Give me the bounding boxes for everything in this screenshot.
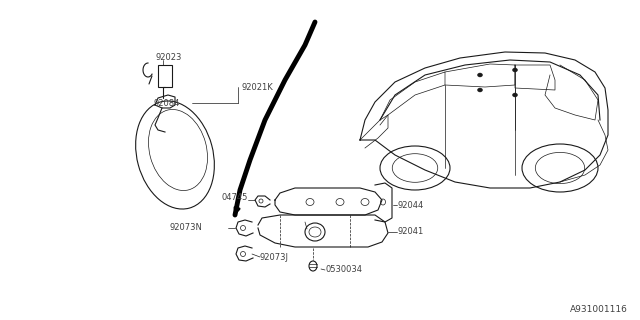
Ellipse shape bbox=[477, 73, 483, 77]
Text: 92044: 92044 bbox=[398, 201, 424, 210]
Text: 92041: 92041 bbox=[398, 228, 424, 236]
Text: 92023: 92023 bbox=[156, 52, 182, 61]
Text: A931001116: A931001116 bbox=[570, 305, 628, 314]
Text: 04745: 04745 bbox=[222, 194, 248, 203]
Text: 92073J: 92073J bbox=[260, 252, 289, 261]
Ellipse shape bbox=[513, 68, 518, 72]
Text: 92084: 92084 bbox=[154, 99, 180, 108]
Ellipse shape bbox=[477, 88, 483, 92]
Text: 92073N: 92073N bbox=[170, 223, 203, 233]
Ellipse shape bbox=[513, 93, 518, 97]
Text: 0530034: 0530034 bbox=[325, 266, 362, 275]
Text: 92021K: 92021K bbox=[242, 83, 274, 92]
Bar bbox=[158, 65, 172, 87]
